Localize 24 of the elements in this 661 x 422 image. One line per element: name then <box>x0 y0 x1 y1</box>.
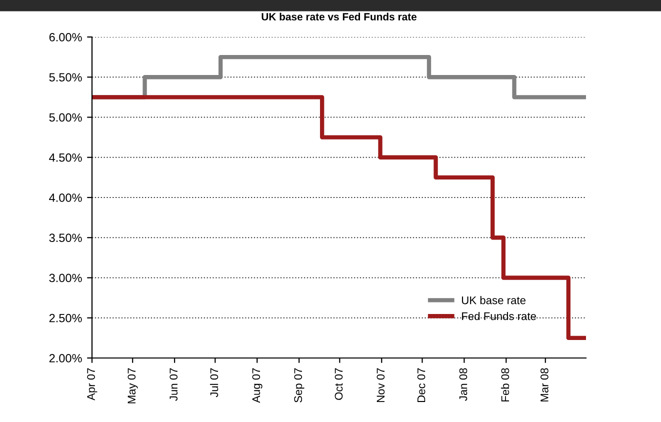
x-tick-label: Feb 08 <box>500 368 510 402</box>
x-tick-label: Oct 07 <box>334 368 343 400</box>
y-tick-label: 4.50% <box>49 153 82 162</box>
y-tick-label: 4.00% <box>49 194 82 202</box>
x-tick-label: Jul 07 <box>210 368 218 398</box>
x-tick-label: Aug 07 <box>252 368 262 403</box>
x-tick-label: Jan 08 <box>459 368 468 401</box>
legend-label: UK base rate <box>462 296 526 304</box>
y-tick-label: 2.50% <box>49 314 82 322</box>
x-tick-label: Sep 07 <box>294 368 304 402</box>
x-tick-label: Mar 08 <box>540 368 548 402</box>
x-tick-label: Apr 07 <box>87 368 98 400</box>
x-tick-label: Dec 07 <box>417 368 426 402</box>
x-tick-label: May 07 <box>128 368 138 404</box>
y-tick-label: 5.50% <box>49 73 82 82</box>
y-tick-label: 3.50% <box>49 234 82 242</box>
y-tick-label: 6.00% <box>49 33 82 42</box>
x-tick-label: Jun 07 <box>170 368 178 401</box>
y-tick-label: 3.00% <box>49 274 82 282</box>
y-tick-label: 5.00% <box>49 113 82 122</box>
legend-label: Fed Funds rate <box>462 312 536 320</box>
y-tick-label: 2.00% <box>49 354 82 362</box>
x-tick-label: Nov 07 <box>376 368 385 402</box>
chart-title: UK base rate vs Fed Funds rate <box>262 12 417 20</box>
